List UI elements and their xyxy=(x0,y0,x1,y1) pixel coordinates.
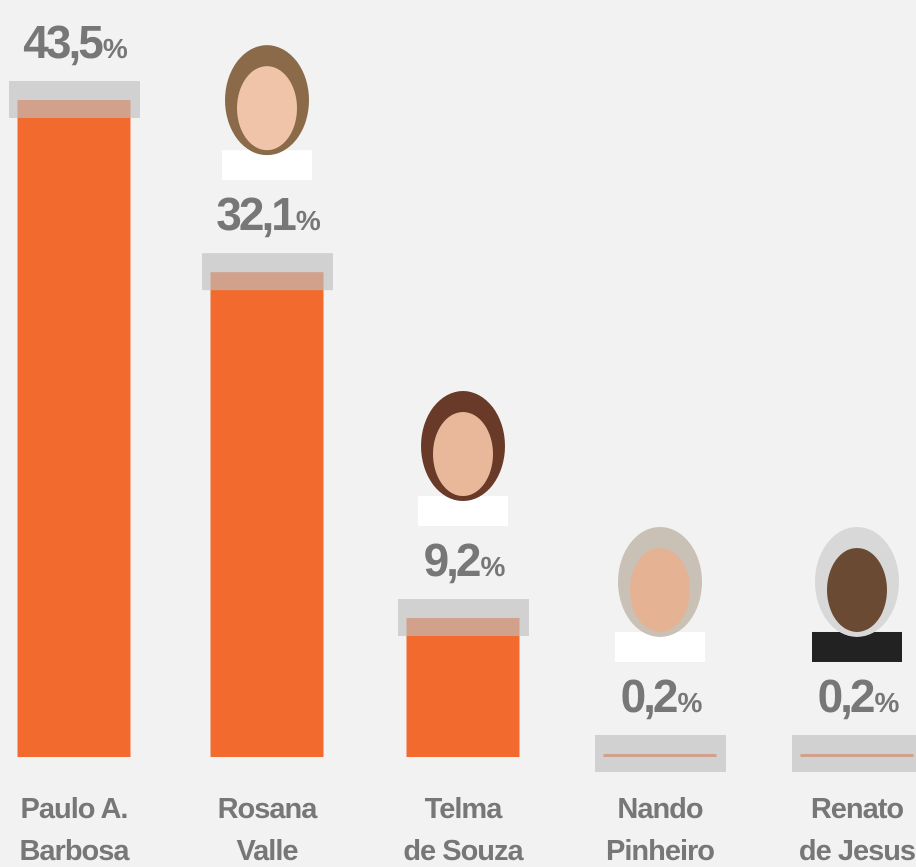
bar xyxy=(210,272,324,757)
category-label: Telma xyxy=(425,793,504,825)
value-label: 32,1% xyxy=(216,188,321,240)
bar xyxy=(17,100,131,757)
bar-cap xyxy=(202,253,333,291)
portrait-face xyxy=(237,66,297,151)
category-label: Pinheiro xyxy=(606,835,714,867)
category-label: Renato xyxy=(811,793,904,825)
portrait xyxy=(222,45,312,181)
bar xyxy=(406,618,520,757)
portrait xyxy=(418,391,508,527)
category-label: Paulo A. xyxy=(21,793,128,825)
portrait-face xyxy=(827,547,887,632)
bar-cap xyxy=(595,734,726,772)
portrait-face xyxy=(630,547,690,632)
category-label: Valle xyxy=(236,835,298,867)
bar-cap xyxy=(792,734,916,772)
portrait xyxy=(812,526,902,662)
category-label: Nando xyxy=(617,793,703,825)
bar-cap xyxy=(398,599,529,637)
portrait-face xyxy=(433,412,493,497)
category-label: Rosana xyxy=(218,793,319,825)
bar-cap xyxy=(9,81,140,118)
portrait xyxy=(615,526,705,662)
category-label: de Souza xyxy=(403,835,524,867)
value-label: 43,5% xyxy=(23,16,128,68)
category-label: de Jesus xyxy=(799,835,915,867)
category-label: Barbosa xyxy=(19,835,130,867)
